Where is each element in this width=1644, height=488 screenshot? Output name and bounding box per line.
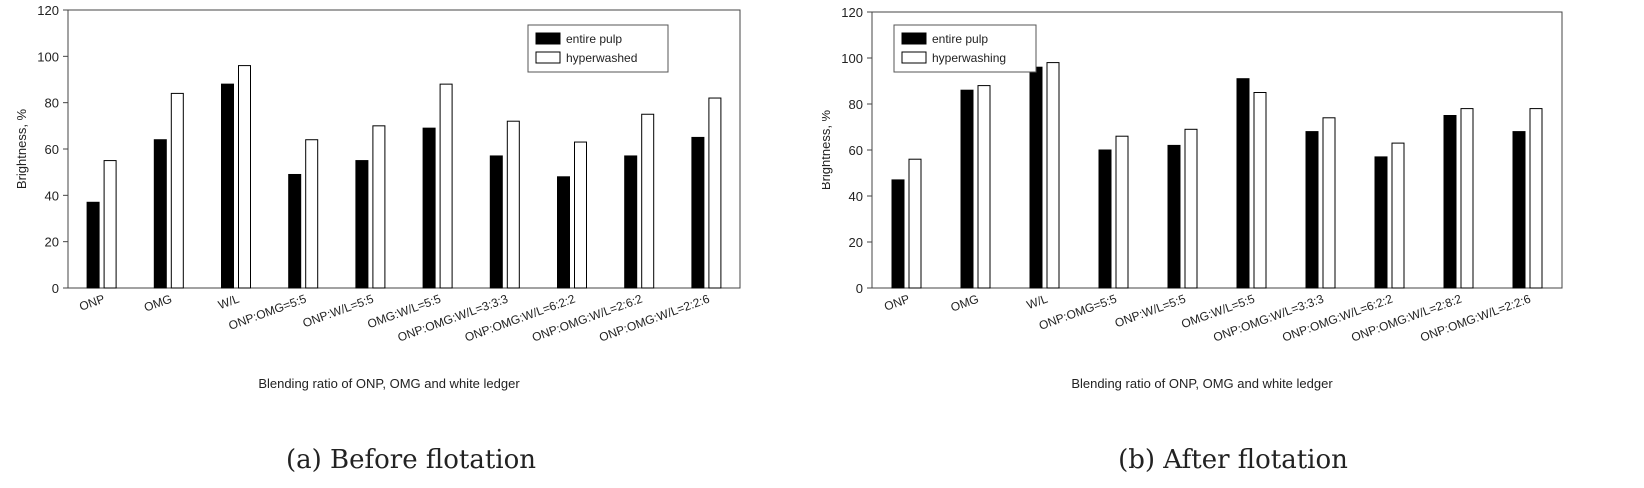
y-tick-label: 120 — [841, 5, 863, 20]
bar-hyperwashed — [238, 65, 251, 289]
bar-entire-pulp — [1512, 131, 1526, 289]
bar-hyperwashed — [103, 160, 117, 289]
x-tick-label: ONP:W/L=5:5 — [1113, 292, 1188, 331]
chart-panel-before: 0 20 40 60 80 100 120 Brightness, % ONP OMG W/L ONP… — [14, 3, 741, 475]
caption-after-flotation: (b) After flotation — [1118, 445, 1348, 475]
x-tick-label: ONP:OMG:W/L=6:2:2 — [463, 292, 577, 345]
x-tick-label: ONP — [882, 292, 911, 314]
y-axis-label: Brightness, % — [822, 109, 833, 190]
y-tick-label: 120 — [37, 3, 59, 18]
legend-swatch — [901, 51, 927, 64]
legend-label: hyperwashing — [932, 51, 1006, 65]
bar-hyperwashed — [1529, 108, 1543, 289]
bar-entire-pulp — [422, 127, 436, 289]
legend-swatch — [535, 51, 561, 64]
y-tick-label: 60 — [45, 142, 59, 157]
bar-entire-pulp — [624, 155, 638, 289]
y-tick-label: 0 — [52, 281, 59, 296]
y-tick-label: 0 — [856, 281, 863, 296]
bar-hyperwashed — [1253, 92, 1267, 289]
bar-hyperwashed — [1046, 62, 1060, 289]
bar-hyperwashed — [1184, 128, 1198, 289]
y-tick-label: 20 — [45, 235, 59, 250]
y-tick-label: 100 — [841, 51, 863, 66]
x-axis-label: Blending ratio of ONP, OMG and white led… — [1071, 376, 1333, 391]
bar-entire-pulp — [1443, 115, 1457, 289]
bar-hyperwashed — [708, 97, 722, 289]
bar-hyperwashed — [1391, 142, 1405, 289]
bar-hyperwashed — [641, 113, 655, 289]
y-tick-label: 20 — [849, 235, 863, 250]
bar-entire-pulp — [489, 155, 503, 289]
bar-entire-pulp — [891, 179, 905, 289]
x-tick-label: OMG — [142, 292, 174, 315]
bar-entire-pulp — [1029, 66, 1043, 289]
bar-entire-pulp — [1236, 78, 1250, 289]
y-tick-label: 40 — [849, 189, 863, 204]
bar-entire-pulp — [1098, 149, 1112, 289]
bar-entire-pulp — [288, 173, 302, 289]
bar-hyperwashed — [1322, 117, 1336, 289]
bar-entire-pulp — [153, 139, 167, 289]
y-tick-label: 40 — [45, 188, 59, 203]
legend-label: entire pulp — [932, 32, 988, 46]
y-tick-label: 80 — [45, 96, 59, 111]
x-tick-label: OMG — [949, 292, 981, 315]
bar-entire-pulp — [1167, 144, 1181, 289]
bar-hyperwashed — [977, 85, 991, 289]
bar-hyperwashed — [506, 120, 520, 289]
legend-swatch — [535, 32, 561, 45]
legend-label: entire pulp — [566, 32, 622, 46]
x-tick-label: ONP:OMG:W/L=3:3:3 — [396, 292, 510, 345]
bar-entire-pulp — [355, 160, 369, 289]
bar-entire-pulp — [1374, 156, 1388, 289]
x-tick-label: ONP:OMG=5:5 — [227, 292, 309, 333]
caption-before-flotation: (a) Before flotation — [285, 445, 536, 475]
legend-swatch — [901, 32, 927, 45]
x-tick-label: ONP:W/L=5:5 — [301, 292, 376, 331]
x-tick-label: ONP:OMG:W/L=2:6:2 — [530, 292, 644, 345]
x-tick-label: W/L — [216, 292, 241, 313]
y-axis-label: Brightness, % — [14, 108, 29, 189]
bar-hyperwashed — [908, 158, 922, 289]
legend-label: hyperwashed — [566, 51, 637, 65]
x-tick-label: ONP — [77, 292, 106, 314]
x-tick-label: ONP:OMG=5:5 — [1037, 292, 1119, 333]
x-tick-label: ONP:OMG:W/L=2:2:6 — [597, 292, 711, 345]
x-axis-label: Blending ratio of ONP, OMG and white led… — [258, 376, 520, 391]
bar-hyperwashed — [170, 92, 184, 289]
bar-entire-pulp — [557, 176, 570, 289]
bar-hyperwashed — [305, 139, 319, 289]
y-tick-label: 60 — [849, 143, 863, 158]
bar-entire-pulp — [86, 201, 100, 289]
bar-hyperwashed — [1460, 108, 1474, 289]
x-tick-label: W/L — [1025, 292, 1050, 313]
bar-hyperwashed — [439, 83, 453, 289]
bar-hyperwashed — [574, 141, 587, 289]
bar-entire-pulp — [960, 89, 974, 289]
bar-hyperwashed — [372, 125, 386, 289]
y-tick-label: 100 — [37, 49, 59, 64]
bar-entire-pulp — [221, 83, 234, 289]
bar-entire-pulp — [1305, 131, 1319, 289]
bar-hyperwashed — [1115, 135, 1129, 289]
bar-entire-pulp — [691, 136, 705, 289]
y-tick-label: 80 — [849, 97, 863, 112]
